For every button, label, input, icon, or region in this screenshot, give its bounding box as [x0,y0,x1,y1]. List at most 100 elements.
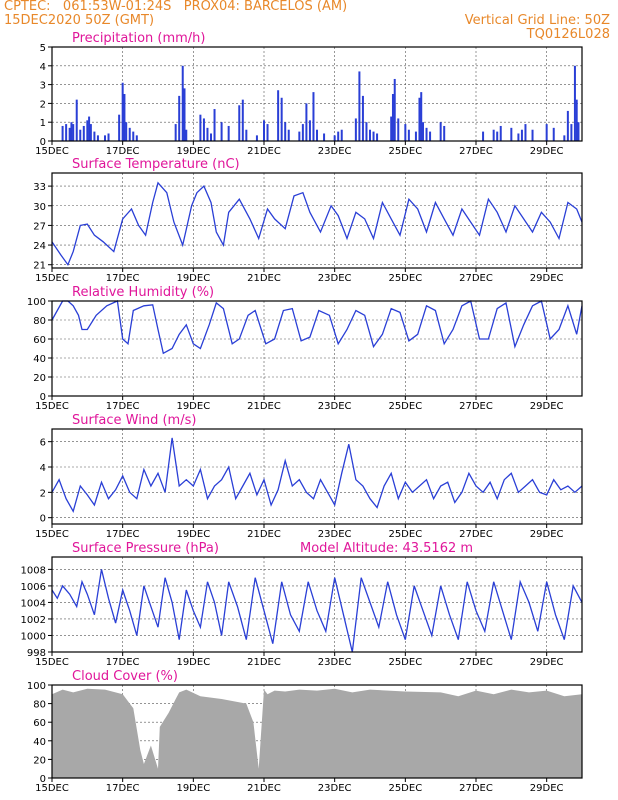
header-grid-line: Vertical Grid Line: 50Z [464,13,610,28]
x-tick-label: 19DEC [176,657,210,668]
precip-bar [86,120,89,141]
y-tick-label: 1002 [21,615,46,626]
y-tick-label: 30 [33,202,46,213]
precip-bar [280,97,283,141]
x-tick-label: 23DEC [318,529,352,540]
y-tick-label: 100 [27,297,46,308]
precip-bar [305,103,308,141]
y-tick-label: 4 [40,463,46,474]
x-tick-label: 15DEC [35,657,69,668]
y-tick-label: 1006 [21,582,46,593]
precip-bar [220,122,223,141]
chart-panel-5: 0 20 40 60 80 100 15DEC 17DEC 19DEC 21DEC 23DEC 25D… [27,669,583,794]
precip-bar [199,114,202,141]
cloud-area [52,688,582,778]
precip-bar [245,129,248,141]
x-tick-label: 17DEC [106,529,140,540]
precip-bar [354,118,357,141]
chart-panel-0: 0 1 2 3 4 5 15DEC 17DEC 19DEC 21DEC 23DEC 25DEC 27DE… [35,31,583,157]
chart-title: Relative Humidity (%) [72,285,214,300]
precip-bar [414,131,417,141]
y-tick-label: 60 [33,718,46,729]
precip-bar [308,120,311,141]
x-tick-label: 21DEC [247,783,281,794]
y-tick-label: 24 [33,241,46,252]
x-tick-label: 17DEC [106,783,140,794]
precip-bar [104,135,106,141]
y-tick-label: 6 [40,438,46,449]
chart-title: Surface Wind (m/s) [72,413,196,428]
x-tick-label: 27DEC [459,657,493,668]
precip-bar [429,131,432,141]
precip-bar [425,127,428,141]
x-tick-label: 27DEC [459,146,493,157]
x-tick-label: 19DEC [176,529,210,540]
precip-bar [496,131,499,141]
precip-bar [181,65,184,141]
precip-bar [422,122,424,141]
chart-panel-3: 0 2 4 6 15DEC 17DEC 19DEC 21DEC 23DEC 25DEC 27DEC 2… [35,413,583,540]
header-station: CPTEC: 061:53W-01:24S PROX04: BARCELOS (… [4,0,348,14]
x-tick-label: 15DEC [35,529,69,540]
y-tick-label: 21 [33,261,46,272]
plot-frame [51,172,583,269]
y-tick-label: 0 [40,392,46,403]
x-tick-label: 17DEC [106,657,140,668]
precip-bar [563,135,566,141]
precip-bar [93,131,96,141]
chart-panel-2: 0 20 40 60 80 100 15DEC 17DEC 19DEC 21DEC 23DEC 25D… [27,285,583,412]
plot-frame [51,46,583,142]
series-line [51,181,583,267]
precip-bar [121,82,124,141]
y-tick-label: 1000 [21,631,46,642]
x-tick-label: 23DEC [318,273,352,284]
y-tick-label: 5 [40,43,46,54]
precip-bar [255,135,258,141]
precip-bar [365,122,368,141]
x-tick-label: 29DEC [530,657,564,668]
y-tick-label: 0 [40,514,46,525]
x-tick-label: 19DEC [176,146,210,157]
precip-bar [340,129,343,141]
precip-bar [573,65,576,141]
x-tick-label: 15DEC [35,273,69,284]
x-tick-label: 19DEC [176,783,210,794]
precip-bar [107,133,110,141]
precip-bar [96,135,99,141]
x-tick-label: 21DEC [247,401,281,412]
x-tick-label: 21DEC [247,146,281,157]
precip-bar [185,129,188,141]
y-tick-label: 20 [33,373,46,384]
y-tick-label: 1 [40,118,46,129]
x-tick-label: 19DEC [176,401,210,412]
x-tick-label: 15DEC [35,146,69,157]
precip-bar [178,95,181,141]
x-tick-label: 21DEC [247,657,281,668]
precip-bar [393,78,396,141]
precip-bar [183,88,186,141]
x-tick-label: 15DEC [35,401,69,412]
precip-bar [68,127,71,141]
precip-bar [125,122,128,141]
series-line [51,300,583,355]
precip-bar [277,90,280,141]
x-tick-label: 25DEC [388,529,422,540]
header-model: TQ0126L028 [526,27,610,42]
x-tick-label: 27DEC [459,783,493,794]
x-tick-label: 29DEC [530,783,564,794]
precip-bar [517,133,520,141]
y-tick-label: 4 [40,62,46,73]
x-tick-label: 21DEC [247,529,281,540]
chart-title: Precipitation (mm/h) [72,31,205,46]
y-tick-label: 40 [33,354,46,365]
precip-bar [577,122,580,141]
precip-bar [482,131,485,141]
precip-bar [75,99,78,141]
x-tick-label: 17DEC [106,146,140,157]
precip-bar [333,135,336,141]
x-tick-label: 29DEC [530,529,564,540]
precip-bar [61,125,64,141]
y-tick-label: 80 [33,316,46,327]
precip-bar [132,131,135,141]
precip-bar [566,110,569,141]
